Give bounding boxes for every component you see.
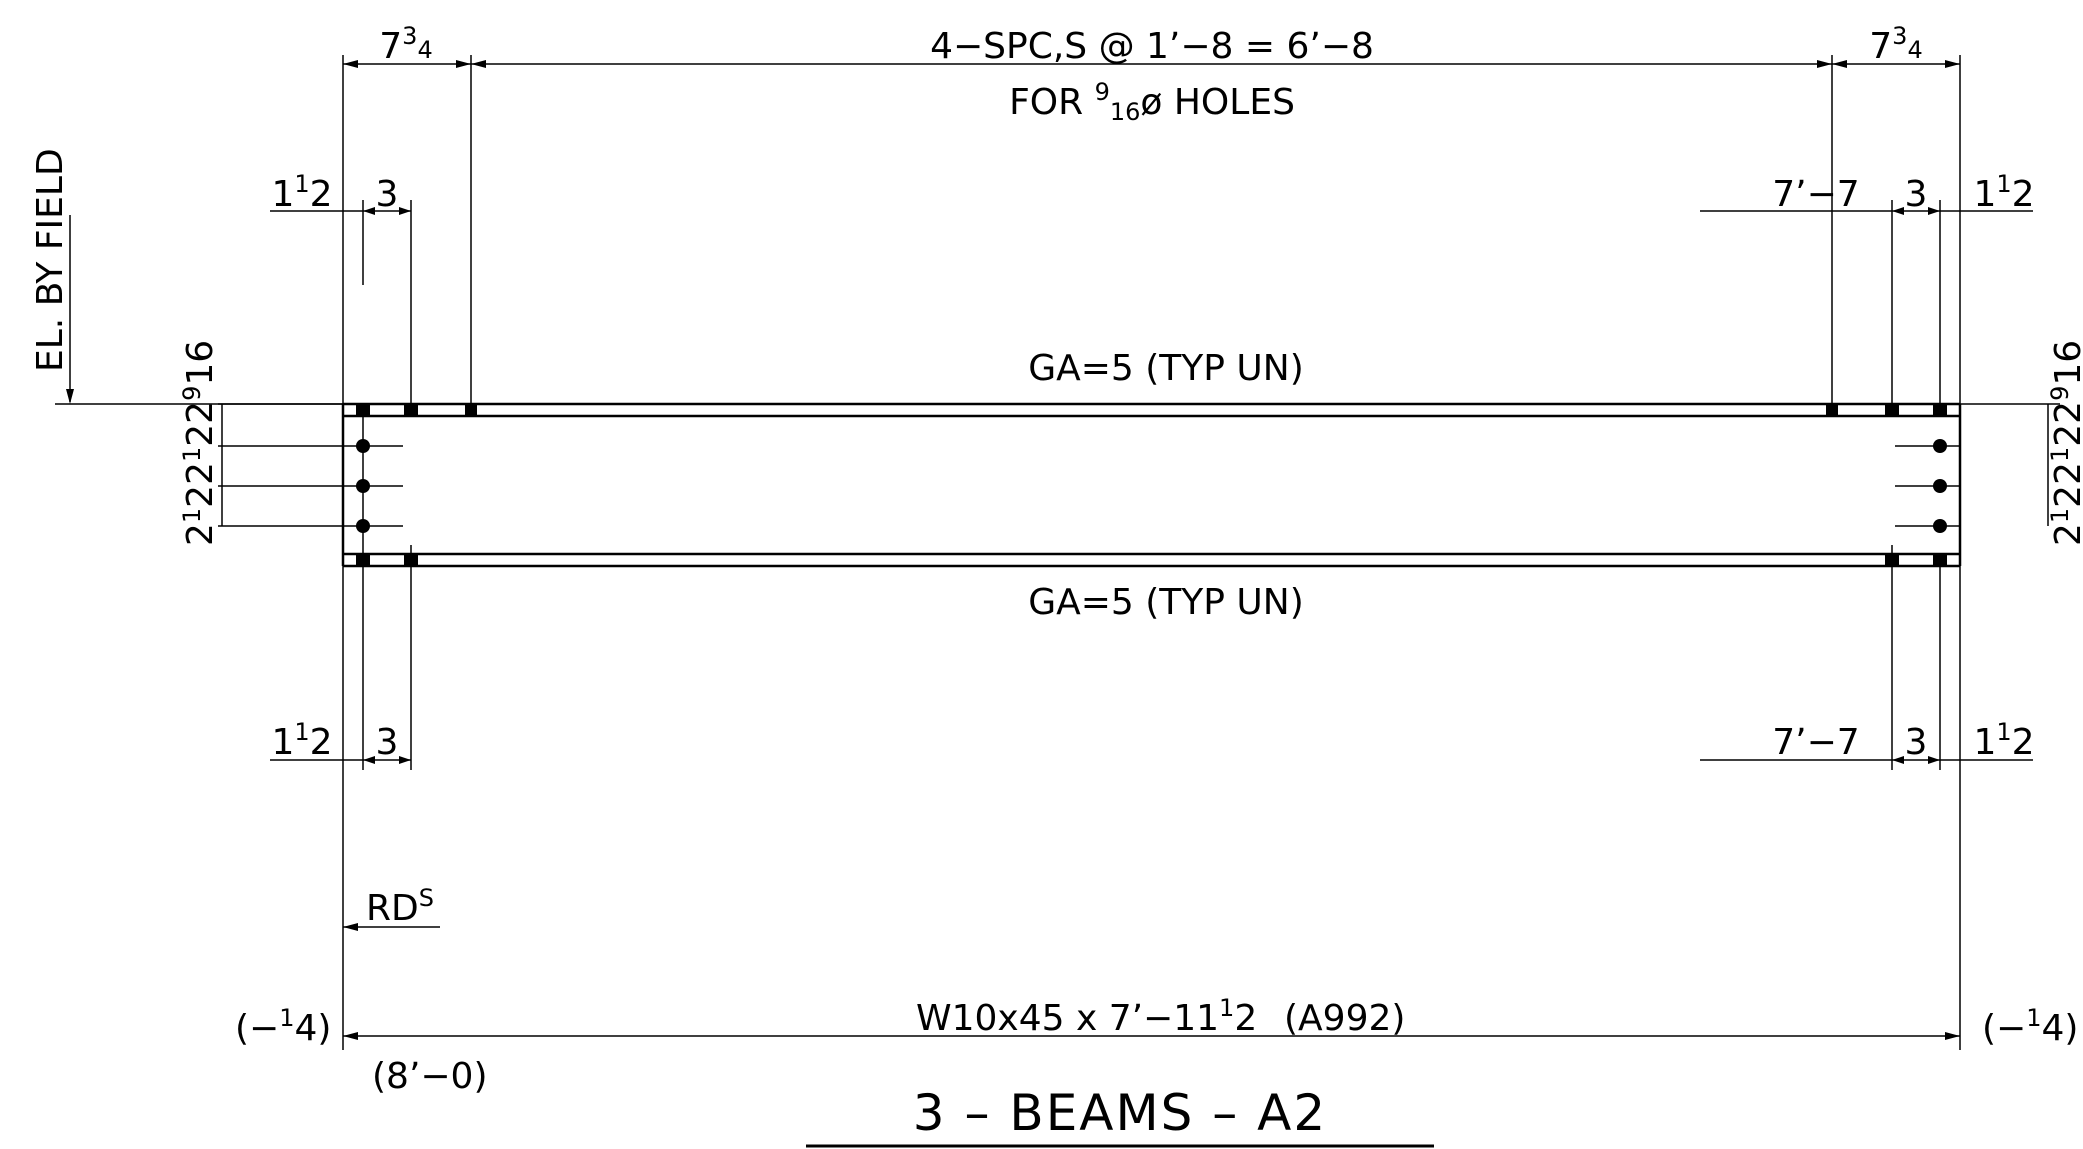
hole-bottom-flange	[1885, 554, 1899, 566]
dim-three-upper-left: 3	[376, 174, 399, 215]
web-hole-dimensions-right: 2122122916	[2046, 340, 2083, 546]
hole-top-flange	[465, 404, 477, 416]
hole-web	[1933, 439, 1947, 453]
dim-seven-seven-upper: 7’−7	[1772, 174, 1859, 215]
reference-label: RDS	[366, 884, 434, 929]
web-holes	[356, 439, 1947, 533]
arrowheads	[66, 60, 1960, 1040]
hole-bottom-flange	[404, 554, 418, 566]
dim-three-lower-left: 3	[376, 722, 399, 763]
right-end-dimension: 734	[1869, 22, 1922, 67]
hole-top-flange	[1885, 404, 1899, 416]
dim-three-upper-right: 3	[1905, 174, 1928, 215]
hole-web	[1933, 519, 1947, 533]
dim-seven-seven-lower: 7’−7	[1772, 722, 1859, 763]
hole-top-flange	[404, 404, 418, 416]
left-end-adjustment: (−14)	[235, 1004, 331, 1049]
web-hole-dimensions-left: 2122122916	[178, 340, 221, 546]
spacing-dimension: 4−SPC,S @ 1’−8 = 6’−8	[930, 26, 1374, 67]
beam-outline	[341, 402, 1962, 568]
flange-holes	[356, 404, 1947, 566]
hole-web	[356, 479, 370, 493]
extension-lines	[342, 55, 1961, 1050]
member-description: W10x45 x 7’−1112	[916, 994, 1257, 1039]
hole-leaders	[218, 403, 2060, 527]
hole-top-flange	[1933, 404, 1947, 416]
hole-bottom-flange	[1933, 554, 1947, 566]
right-end-adjustment: (−14)	[1982, 1004, 2078, 1049]
hole-bottom-flange	[356, 554, 370, 566]
member-grade: (A992)	[1284, 998, 1405, 1039]
elevation-note: EL. BY FIELD	[30, 148, 71, 372]
dim-one-half-lower-left: 112	[271, 718, 332, 763]
overall-length: (8’−0)	[372, 1056, 488, 1097]
hole-top-flange	[356, 404, 370, 416]
holes-note: FOR 916ø HOLES	[1009, 78, 1295, 126]
hole-top-flange	[1826, 404, 1838, 416]
dim-one-half-lower-right: 112	[1973, 718, 2034, 763]
dim-three-lower-right: 3	[1905, 722, 1928, 763]
dim-one-half-upper-left: 112	[271, 170, 332, 215]
gage-label-bottom: GA=5 (TYP UN)	[1028, 582, 1304, 623]
hole-web	[356, 439, 370, 453]
gage-label-top: GA=5 (TYP UN)	[1028, 348, 1304, 389]
dimension-lines	[55, 63, 2033, 1037]
hole-web	[1933, 479, 1947, 493]
hole-web	[356, 519, 370, 533]
dim-one-half-upper-right: 112	[1973, 170, 2034, 215]
left-end-dimension: 734	[379, 22, 432, 67]
drawing-title: 3 – BEAMS – A2	[913, 1084, 1327, 1142]
